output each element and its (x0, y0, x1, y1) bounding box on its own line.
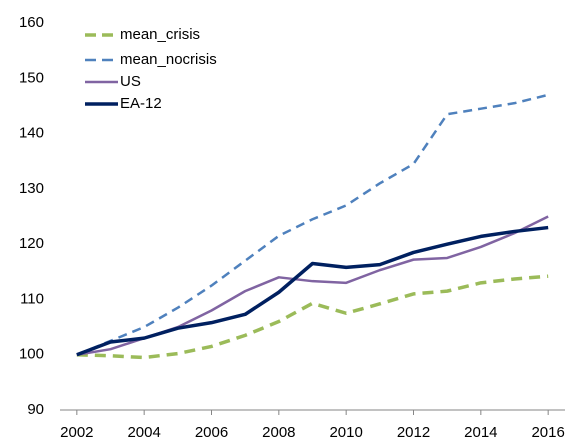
y-tick-label: 150 (19, 69, 44, 86)
y-tick-label: 120 (19, 235, 44, 252)
legend-label: mean_nocrisis (120, 51, 217, 68)
series-line (76, 274, 549, 360)
y-tick-label: 160 (19, 14, 44, 31)
legend-label: mean_crisis (120, 26, 200, 43)
legend-label: EA-12 (120, 95, 162, 112)
x-tick-label: 2010 (329, 424, 362, 439)
x-tick-label: 2008 (262, 424, 295, 439)
y-tick-label: 110 (20, 290, 44, 307)
y-tick-label: 100 (19, 346, 44, 363)
x-tick-label: 2016 (531, 424, 564, 439)
y-tick-label: 130 (19, 180, 44, 197)
x-tick-label: 2002 (60, 424, 93, 439)
x-tick-label: 2012 (397, 424, 430, 439)
x-tick-label: 2014 (464, 424, 497, 439)
x-tick-label: 2004 (127, 424, 160, 439)
legend-label: US (120, 73, 141, 90)
y-tick-label: 90 (27, 401, 44, 418)
y-tick-label: 140 (19, 125, 44, 142)
x-tick-label: 2006 (195, 424, 228, 439)
series-line (76, 93, 549, 356)
series-line (76, 225, 549, 357)
